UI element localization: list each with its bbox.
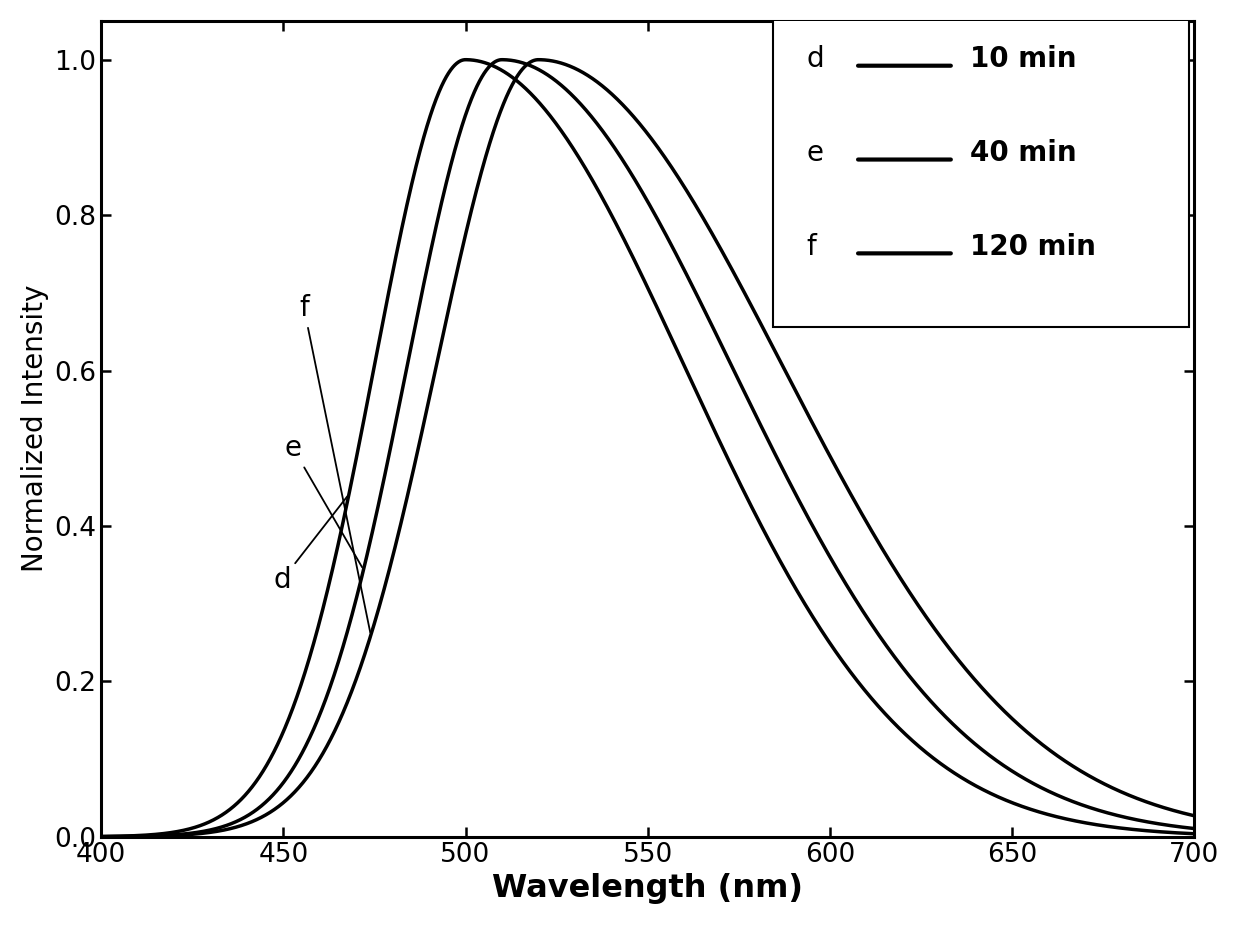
Text: d: d	[806, 45, 823, 73]
Text: e: e	[285, 434, 362, 567]
Text: 40 min: 40 min	[970, 139, 1076, 167]
Text: 10 min: 10 min	[970, 45, 1076, 73]
Text: d: d	[273, 497, 347, 595]
Y-axis label: Normalized Intensity: Normalized Intensity	[21, 285, 48, 573]
Text: 120 min: 120 min	[970, 233, 1096, 261]
Text: 40 min: 40 min	[970, 139, 1076, 167]
Text: e: e	[806, 139, 823, 167]
Text: 10 min: 10 min	[970, 45, 1076, 73]
Text: f: f	[299, 294, 371, 633]
Text: e: e	[806, 139, 823, 167]
X-axis label: Wavelength (nm): Wavelength (nm)	[492, 873, 804, 904]
Text: d: d	[806, 45, 823, 73]
Text: f: f	[806, 233, 816, 261]
FancyBboxPatch shape	[774, 13, 1189, 327]
Text: 120 min: 120 min	[970, 233, 1096, 261]
Text: f: f	[806, 233, 816, 261]
